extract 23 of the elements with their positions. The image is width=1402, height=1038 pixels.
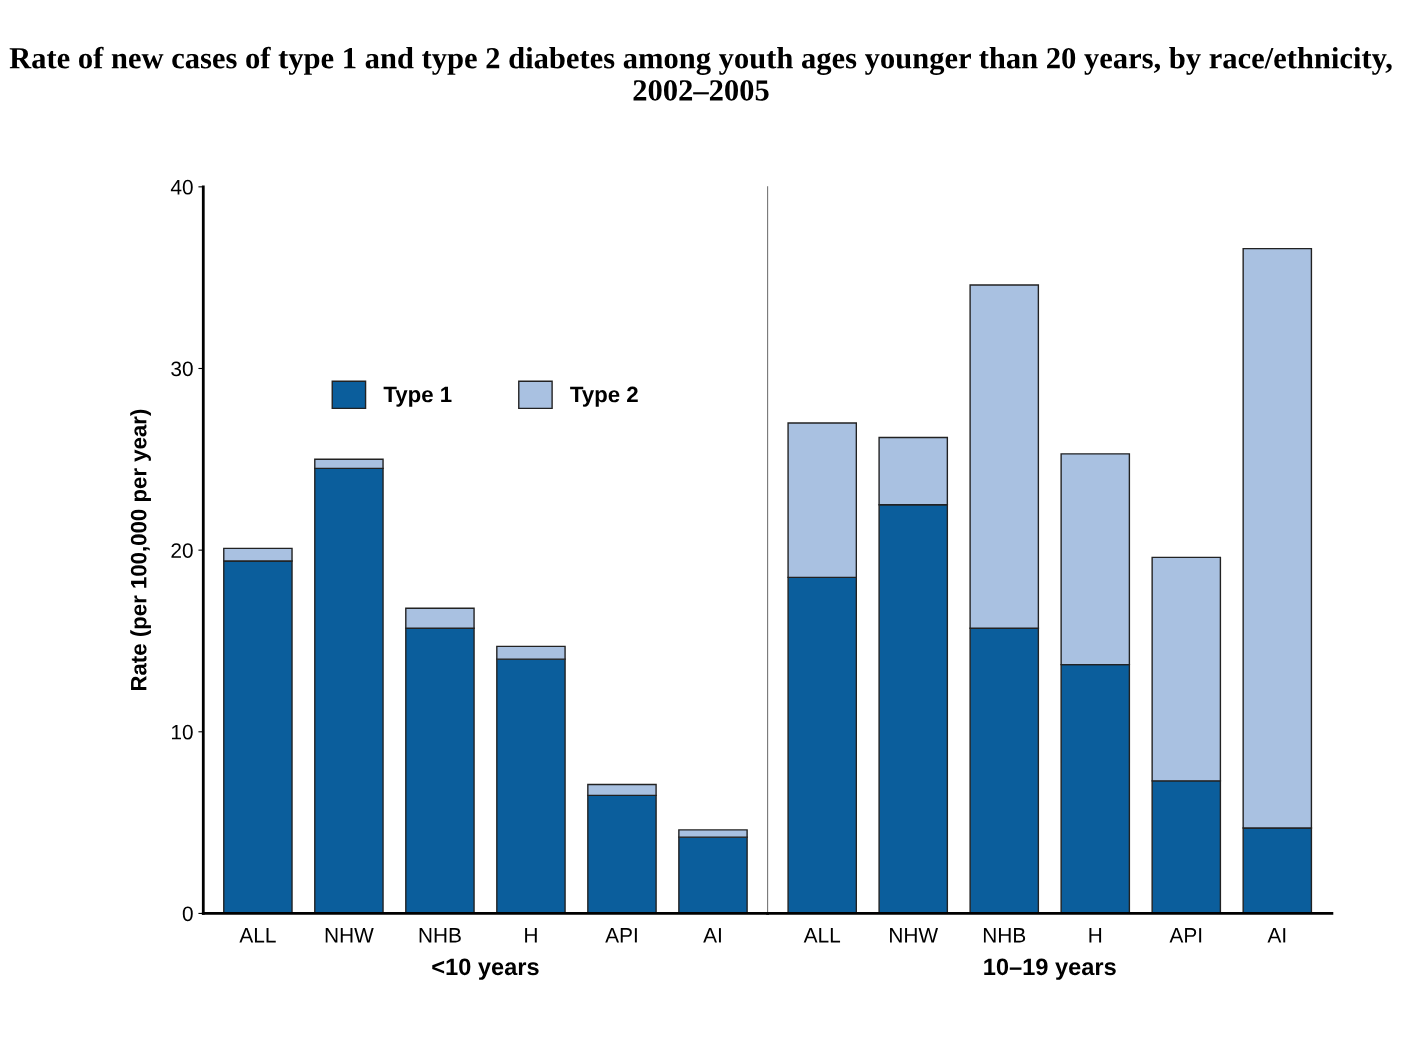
x-tick-label: NHW xyxy=(890,928,939,943)
x-tick-label: AI xyxy=(703,928,721,943)
y-axis-title: Rate (per 100,000 per year) xyxy=(130,409,151,691)
x-tick-label: AI xyxy=(1267,928,1286,943)
x-tick-label: H xyxy=(1089,928,1102,943)
x-tick-label: ALL xyxy=(803,928,841,943)
chart-title: Rate of new cases of type 1 and type 2 diabetes among youth ages younger than 20 years, by race/ethnicity, 2002–2005 xyxy=(9,46,1392,101)
x-tick-label: H xyxy=(525,928,537,943)
y-tick-label: 0 xyxy=(182,906,193,922)
y-tick-label: 40 xyxy=(170,179,193,195)
y-tick-label: 10 xyxy=(171,724,193,740)
x-tick-label: NHB xyxy=(983,928,1026,943)
y-tick-label: 20 xyxy=(171,543,193,558)
legend-label: Type 1 xyxy=(383,386,452,407)
x-axis-title: 10–19 years xyxy=(984,958,1116,980)
x-axis-title: <10 years xyxy=(432,958,539,980)
x-tick-label: NHB xyxy=(419,928,461,943)
x-tick-label: API xyxy=(1169,928,1202,943)
y-tick-label: 30 xyxy=(171,361,193,377)
x-tick-label: ALL xyxy=(239,928,276,943)
legend-label: Type 2 xyxy=(570,386,638,407)
x-tick-label: API xyxy=(605,928,637,943)
x-tick-label: NHW xyxy=(325,928,374,943)
